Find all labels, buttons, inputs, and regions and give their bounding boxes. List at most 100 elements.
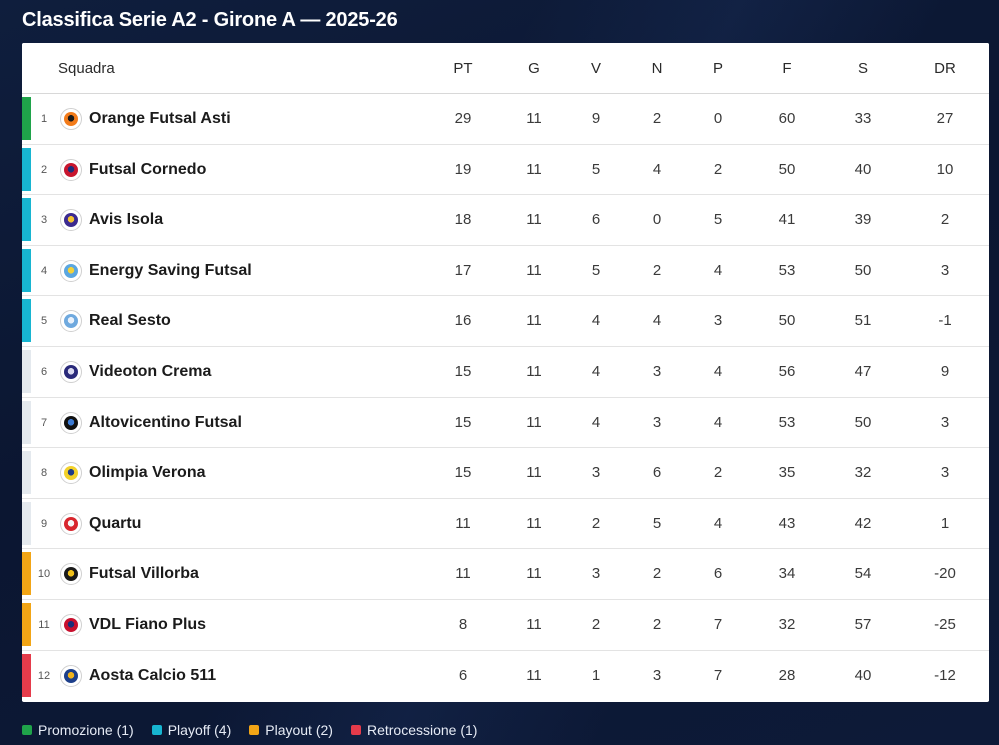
standings-table: Squadra PT G V N P F S DR 1 Orange Futsal… [22, 43, 989, 702]
column-header-p[interactable]: P [712, 60, 723, 77]
cell-v: 4 [591, 413, 601, 431]
table-row[interactable]: 3 Avis Isola 18 11 6 0 5 41 39 2 [22, 195, 989, 246]
team-name-link[interactable]: Futsal Villorba [89, 565, 199, 583]
table-row[interactable]: 12 Aosta Calcio 511 6 11 1 3 7 28 40 -12 [22, 650, 989, 702]
team-crest-icon [64, 668, 78, 683]
cell-p: 4 [713, 363, 723, 380]
table-row[interactable]: 2 Futsal Cornedo 19 11 5 4 2 50 40 10 [22, 144, 989, 196]
cell-pt: 6 [458, 666, 468, 684]
zone-indicator-bar [22, 198, 31, 242]
cell-v: 2 [591, 514, 601, 532]
team-crest-icon [64, 365, 78, 379]
team-logo-icon [60, 158, 82, 181]
table-row[interactable]: 4 Energy Saving Futsal 17 11 5 2 4 53 50 3 [22, 245, 989, 297]
legend-swatch-icon [350, 725, 361, 735]
zone-indicator-bar [22, 552, 31, 596]
team-crest-icon [64, 314, 78, 329]
zone-indicator-bar [22, 350, 31, 393]
cell-n: 2 [652, 110, 662, 127]
team-logo-icon [60, 108, 82, 130]
legend-item-promozione: Promozione (1) [22, 722, 134, 738]
team-logo-icon [60, 462, 82, 485]
team-crest-icon [64, 415, 78, 430]
rank-position: 9 [40, 517, 48, 530]
rank-position: 12 [37, 669, 51, 682]
team-logo-icon [60, 512, 82, 535]
legend-label: Playout (2) [265, 722, 333, 738]
team-name-link[interactable]: Altovicentino Futsal [89, 413, 242, 431]
rank-position: 4 [40, 264, 48, 277]
cell-pt: 15 [454, 363, 472, 380]
rank-position: 2 [40, 163, 48, 176]
cell-v: 9 [591, 110, 601, 127]
legend-swatch-icon [22, 725, 32, 735]
cell-dr: 10 [936, 160, 954, 178]
column-header-f[interactable]: F [782, 60, 792, 77]
team-crest-icon [64, 466, 78, 481]
team-name-link[interactable]: Energy Saving Futsal [89, 261, 252, 279]
column-header-g[interactable]: G [528, 60, 540, 77]
column-header-n[interactable]: N [651, 60, 663, 77]
table-row[interactable]: 7 Altovicentino Futsal 15 11 4 3 4 53 50 3 [22, 397, 989, 449]
team-name-link[interactable]: VDL Fiano Plus [89, 616, 207, 633]
cell-p: 7 [713, 666, 723, 684]
cell-n: 4 [652, 160, 662, 178]
cell-n: 3 [652, 363, 662, 380]
rank-position: 11 [38, 619, 50, 631]
cell-v: 3 [591, 464, 601, 482]
cell-v: 6 [591, 211, 601, 229]
column-header-squadra[interactable]: Squadra [58, 60, 115, 77]
team-crest-icon [64, 112, 78, 126]
team-logo-icon [60, 259, 82, 282]
zone-legend: Promozione (1) Playoff (4) Playout (2) Retr… [22, 719, 477, 741]
team-crest-icon [64, 567, 78, 582]
table-row[interactable]: 1 Orange Futsal Asti 29 11 9 2 0 60 33 27 [22, 94, 989, 145]
legend-label: Promozione (1) [38, 722, 134, 738]
zone-indicator-bar [22, 603, 31, 646]
team-name-link[interactable]: Real Sesto [89, 312, 171, 330]
team-name-link[interactable]: Videoton Crema [89, 363, 212, 380]
team-name-link[interactable]: Quartu [89, 514, 142, 532]
team-name-link[interactable]: Avis Isola [89, 211, 164, 229]
column-header-dr[interactable]: DR [934, 60, 956, 77]
table-row[interactable]: 6 Videoton Crema 15 11 4 3 4 56 47 9 [22, 347, 989, 398]
team-name-link[interactable]: Futsal Cornedo [89, 160, 207, 178]
table-header: Squadra PT G V N P F S DR [22, 43, 989, 94]
team-name-link[interactable]: Olimpia Verona [89, 464, 206, 482]
cell-g: 11 [526, 211, 542, 229]
column-header-s[interactable]: S [857, 60, 868, 77]
zone-indicator-bar [22, 501, 31, 545]
cell-f: 28 [778, 666, 796, 684]
cell-s: 50 [854, 261, 872, 279]
cell-v: 4 [591, 363, 601, 380]
column-header-pt[interactable]: PT [453, 60, 473, 77]
cell-f: 60 [778, 110, 796, 127]
team-name-link[interactable]: Aosta Calcio 511 [89, 666, 217, 684]
cell-v: 4 [591, 312, 601, 330]
cell-n: 0 [652, 211, 662, 229]
page-title: Classifica Serie A2 - Girone A — 2025-26 [22, 9, 398, 31]
team-crest-icon [64, 516, 78, 531]
cell-f: 50 [778, 312, 796, 330]
legend-label: Playoff (4) [167, 722, 232, 738]
cell-p: 5 [713, 211, 723, 229]
table-row[interactable]: 10 Futsal Villorba 11 11 3 2 6 34 54 -20 [22, 549, 989, 600]
legend-item-retrocessione: Retrocessione (1) [350, 722, 477, 738]
cell-dr: 27 [936, 110, 954, 127]
cell-dr: 3 [940, 261, 950, 279]
table-row[interactable]: 11 VDL Fiano Plus 8 11 2 2 7 32 57 -25 [22, 600, 989, 651]
table-row[interactable]: 5 Real Sesto 16 11 4 4 3 50 51 -1 [22, 296, 989, 347]
column-header-v[interactable]: V [590, 60, 601, 77]
team-crest-icon [64, 162, 78, 177]
cell-s: 57 [854, 616, 872, 633]
cell-s: 33 [854, 110, 872, 127]
cell-n: 4 [652, 312, 662, 330]
team-name-link[interactable]: Orange Futsal Asti [89, 110, 231, 127]
cell-f: 53 [778, 261, 796, 279]
cell-g: 11 [526, 312, 542, 330]
table-row[interactable]: 8 Olimpia Verona 15 11 3 6 2 35 32 3 [22, 448, 989, 499]
rank-position: 8 [40, 467, 48, 480]
table-row[interactable]: 9 Quartu 11 11 2 5 4 43 42 1 [22, 498, 989, 550]
zone-indicator-bar [22, 400, 31, 444]
rank-position: 5 [40, 315, 48, 328]
